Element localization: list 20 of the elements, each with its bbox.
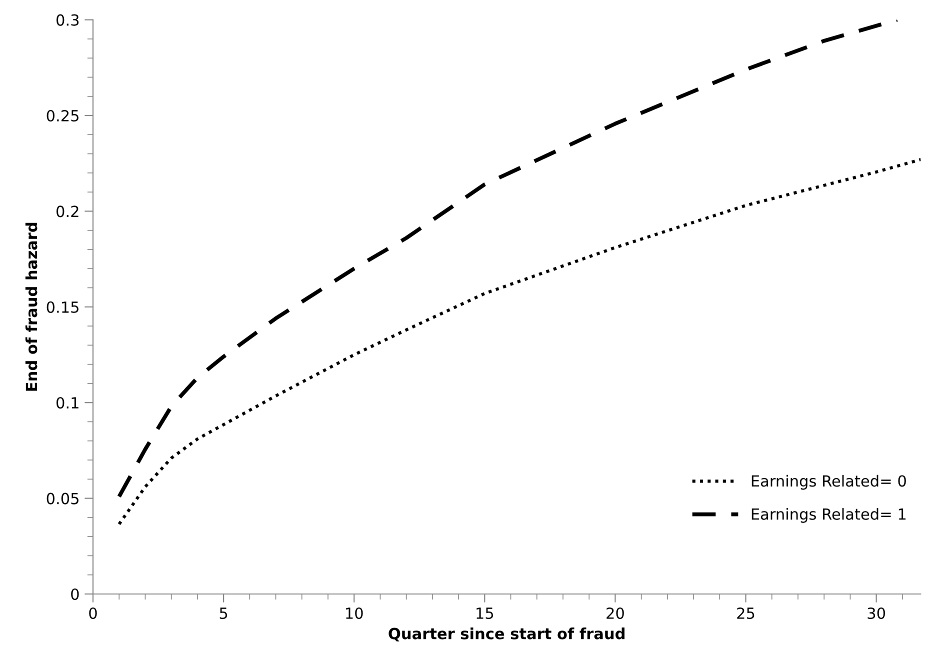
line-series [117, 20, 900, 499]
y-tick-label: 0.1 [56, 397, 78, 409]
x-tick-label: 0 [89, 607, 97, 620]
y-tick-label: 0.25 [46, 110, 78, 122]
x-tick-label: 15 [476, 608, 494, 620]
y-tick-label: 0 [71, 588, 79, 600]
x-axis-title: Quarter since start of fraud [388, 628, 624, 642]
legend-label: Earnings Related= 1 [752, 508, 906, 523]
y-tick-label: 0.05 [46, 492, 78, 504]
x-tick-label: 5 [220, 608, 228, 620]
x-tick-label: 20 [606, 607, 624, 620]
x-tick-label: 30 [868, 607, 886, 620]
y-tick-label: 0.3 [56, 14, 79, 26]
x-tick-label: 10 [346, 607, 363, 620]
legend-label: Earnings Related= 0 [752, 474, 906, 490]
line-series [118, 158, 921, 526]
y-tick-label: 0.15 [46, 301, 78, 313]
y-axis-title: End of fraud hazard [25, 222, 38, 391]
x-tick-label: 25 [737, 607, 754, 620]
y-tick-label: 0.2 [56, 206, 78, 218]
